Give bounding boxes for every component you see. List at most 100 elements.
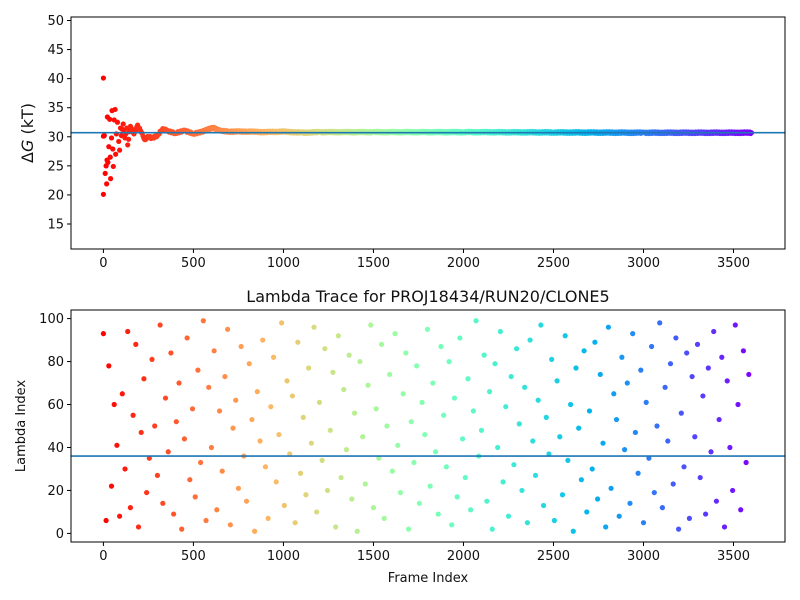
- data-point: [281, 502, 287, 509]
- data-point: [451, 395, 458, 401]
- y-tick-label: 20: [47, 188, 64, 203]
- data-point: [308, 440, 314, 446]
- data-point: [108, 135, 115, 141]
- data-point: [527, 337, 533, 343]
- data-point: [260, 337, 266, 343]
- data-point: [297, 470, 304, 476]
- data-point: [632, 429, 638, 436]
- data-point: [414, 363, 420, 369]
- data-point: [227, 522, 233, 528]
- x-tick-label: 3500: [717, 549, 750, 564]
- data-point: [243, 498, 250, 504]
- x-tick-label: 0: [99, 549, 107, 564]
- data-point: [608, 485, 614, 491]
- data-point: [107, 154, 113, 160]
- data-point: [724, 378, 730, 384]
- data-point: [330, 369, 336, 375]
- data-point: [144, 489, 150, 496]
- data-point: [165, 449, 171, 455]
- data-point: [516, 421, 522, 427]
- data-point: [252, 528, 258, 534]
- data-point: [362, 481, 368, 487]
- data-point: [225, 326, 231, 332]
- data-point: [120, 121, 126, 127]
- data-point: [657, 320, 663, 326]
- data-point: [116, 138, 122, 145]
- data-point: [616, 513, 622, 519]
- data-point: [522, 384, 528, 390]
- data-point: [611, 391, 617, 397]
- data-point: [335, 333, 341, 339]
- data-point: [392, 331, 398, 337]
- data-point: [173, 419, 179, 425]
- data-point: [368, 322, 374, 328]
- x-tick-label: 3000: [627, 549, 660, 564]
- data-point: [532, 472, 539, 479]
- delta-g-ylabel: ΔG (kT): [18, 103, 37, 163]
- data-point: [651, 489, 657, 496]
- data-point: [670, 481, 676, 487]
- data-point: [314, 509, 320, 515]
- data-point: [419, 399, 425, 405]
- data-point: [289, 393, 296, 399]
- data-point: [435, 511, 441, 517]
- y-tick-label: 20: [47, 484, 64, 499]
- data-point: [643, 399, 649, 405]
- data-point: [138, 429, 144, 436]
- data-point: [465, 376, 471, 382]
- data-point: [102, 170, 108, 177]
- data-point: [152, 423, 158, 429]
- data-point: [219, 468, 225, 474]
- y-tick-label: 30: [47, 130, 64, 145]
- data-point: [270, 354, 277, 360]
- data-point: [570, 528, 576, 534]
- data-point: [384, 423, 390, 429]
- data-point: [303, 492, 309, 498]
- y-tick-label: 35: [47, 101, 64, 116]
- data-point: [732, 322, 738, 328]
- data-point: [697, 474, 703, 481]
- lambda-trace-axes: 0 500 1000 1500 2000 2500 3000 3500 0 20 40 60 80 100: [39, 309, 786, 564]
- x-tick-label: 2500: [537, 256, 570, 271]
- data-point: [681, 464, 687, 470]
- data-point: [113, 151, 119, 157]
- data-point: [284, 378, 290, 384]
- data-point: [130, 412, 136, 418]
- data-point: [157, 322, 163, 328]
- data-point: [216, 408, 223, 414]
- data-point: [557, 434, 563, 440]
- data-point: [100, 191, 107, 197]
- data-point: [400, 391, 406, 397]
- data-point: [692, 434, 698, 440]
- data-point: [432, 449, 439, 455]
- data-point: [176, 380, 182, 386]
- data-point: [322, 346, 328, 352]
- data-point: [100, 331, 107, 337]
- data-point: [721, 524, 728, 530]
- data-point: [673, 335, 679, 341]
- data-point: [427, 483, 433, 489]
- data-point: [387, 371, 393, 378]
- data-point: [268, 404, 274, 410]
- data-point: [108, 176, 114, 182]
- data-point: [295, 339, 301, 345]
- data-point: [108, 483, 115, 489]
- data-point: [249, 416, 255, 423]
- data-point: [351, 410, 358, 416]
- data-point: [576, 425, 582, 431]
- data-point: [562, 333, 568, 339]
- data-point: [262, 464, 269, 470]
- data-point: [551, 517, 557, 524]
- data-point: [459, 436, 466, 442]
- y-tick-label: 15: [47, 217, 64, 232]
- data-point: [630, 331, 636, 337]
- data-point: [101, 133, 107, 139]
- data-point: [505, 513, 512, 519]
- data-point: [195, 367, 201, 373]
- data-point: [640, 520, 647, 526]
- y-tick-label: 60: [47, 398, 64, 413]
- data-point: [495, 444, 501, 451]
- y-tick-label: 50: [47, 14, 64, 29]
- data-point: [273, 479, 279, 485]
